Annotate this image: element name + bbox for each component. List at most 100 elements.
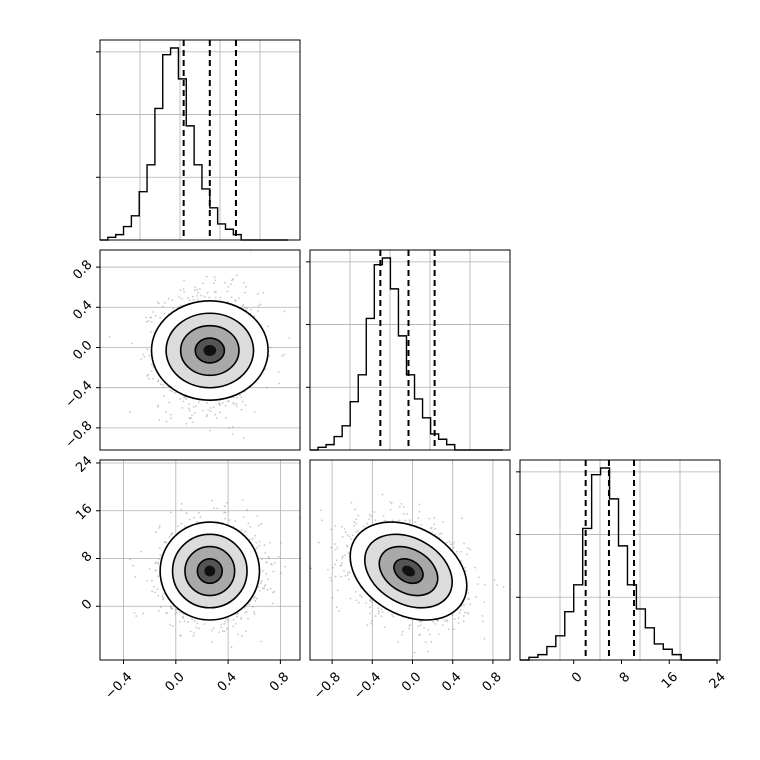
scatter-point xyxy=(381,493,384,496)
scatter-point xyxy=(463,603,465,606)
scatter-point xyxy=(469,548,472,551)
scatter-point xyxy=(150,321,153,323)
scatter-point xyxy=(158,527,161,529)
scatter-point xyxy=(242,281,245,284)
scatter-point xyxy=(430,527,432,530)
scatter-point xyxy=(146,579,149,582)
scatter-point xyxy=(330,579,333,582)
scatter-point xyxy=(418,620,421,623)
scatter-point xyxy=(343,569,345,572)
scatter-point xyxy=(232,278,234,281)
scatter-point xyxy=(197,401,200,404)
scatter-point xyxy=(153,591,156,594)
scatter-point xyxy=(191,618,193,621)
y-tick-label: 8 xyxy=(79,549,95,565)
scatter-point xyxy=(250,308,253,311)
scatter-point xyxy=(145,320,148,323)
scatter-point xyxy=(427,628,429,631)
scatter-point xyxy=(158,302,160,305)
scatter-point xyxy=(277,370,280,373)
scatter-panel-row2-col1: 0.8 0.4 0.0 −0.4 −0.8 xyxy=(63,249,301,451)
scatter-point xyxy=(253,597,255,600)
scatter-point xyxy=(193,289,196,291)
scatter-point xyxy=(414,521,417,524)
scatter-point xyxy=(241,634,243,637)
scatter-point xyxy=(162,386,165,389)
scatter-point xyxy=(210,629,213,632)
scatter-point xyxy=(413,651,416,654)
scatter-point xyxy=(453,546,455,549)
scatter-point xyxy=(154,314,157,317)
scatter-point xyxy=(218,631,221,634)
scatter-point xyxy=(209,407,212,409)
scatter-point xyxy=(131,342,134,345)
scatter-point xyxy=(188,417,191,420)
scatter-point xyxy=(159,316,162,319)
scatter-point xyxy=(215,417,218,419)
panel-frame xyxy=(309,249,511,451)
scatter-point xyxy=(199,288,201,290)
scatter-point xyxy=(451,614,454,616)
scatter-point xyxy=(354,590,357,593)
scatter-point xyxy=(241,498,244,501)
scatter-point xyxy=(424,641,427,644)
density-fill xyxy=(203,345,217,356)
scatter-point xyxy=(231,426,234,428)
scatter-point xyxy=(453,618,456,620)
scatter-point xyxy=(348,571,351,574)
scatter-point xyxy=(284,565,287,568)
scatter-point xyxy=(353,524,355,527)
scatter-point xyxy=(251,537,254,540)
scatter-point xyxy=(493,578,496,581)
panel-frame xyxy=(99,39,301,241)
scatter-point xyxy=(188,403,191,405)
scatter-point xyxy=(235,274,238,277)
scatter-point xyxy=(417,517,420,520)
scatter-point xyxy=(502,585,505,588)
scatter-point xyxy=(214,279,217,282)
scatter-point xyxy=(129,558,132,561)
scatter-point xyxy=(327,568,329,571)
scatter-point xyxy=(346,573,349,576)
scatter-point xyxy=(335,606,338,609)
scatter-point xyxy=(201,409,204,412)
scatter-point xyxy=(271,591,274,594)
scatter-point xyxy=(330,528,333,531)
x-tick-label: 16 xyxy=(659,670,681,692)
scatter-point xyxy=(146,348,149,351)
scatter-point xyxy=(432,620,435,623)
scatter-point xyxy=(168,536,171,539)
scatter-point xyxy=(245,630,247,633)
scatter-point xyxy=(190,417,193,419)
scatter-point xyxy=(194,286,197,289)
scatter-point xyxy=(169,413,172,416)
scatter-panel-row3-col1: 24 16 8 0 −0.4 0.0 0.4 0.8 xyxy=(73,453,301,703)
scatter-point xyxy=(151,579,153,582)
scatter-point xyxy=(477,576,480,579)
scatter-point xyxy=(418,510,421,513)
scatter-point xyxy=(258,540,261,543)
scatter-point xyxy=(196,288,198,291)
scatter-point xyxy=(185,422,188,425)
scatter-point xyxy=(466,611,469,614)
scatter-point xyxy=(224,511,227,514)
scatter-point xyxy=(445,541,448,544)
scatter-point xyxy=(196,622,199,625)
scatter-point xyxy=(377,612,380,615)
scatter-point xyxy=(265,561,268,564)
scatter-point xyxy=(200,294,203,297)
scatter-point xyxy=(283,310,286,313)
scatter-point xyxy=(270,563,272,565)
scatter-point xyxy=(353,521,356,523)
scatter-point xyxy=(244,530,247,533)
scatter-point xyxy=(482,620,484,623)
scatter-point xyxy=(267,578,270,581)
scatter-point xyxy=(209,429,211,432)
histogram-step xyxy=(310,257,503,451)
scatter-point xyxy=(179,304,182,307)
scatter-point xyxy=(176,611,178,614)
panel-frame xyxy=(99,459,301,661)
scatter-point xyxy=(224,517,226,520)
scatter-point xyxy=(165,411,167,413)
scatter-point xyxy=(383,626,386,629)
